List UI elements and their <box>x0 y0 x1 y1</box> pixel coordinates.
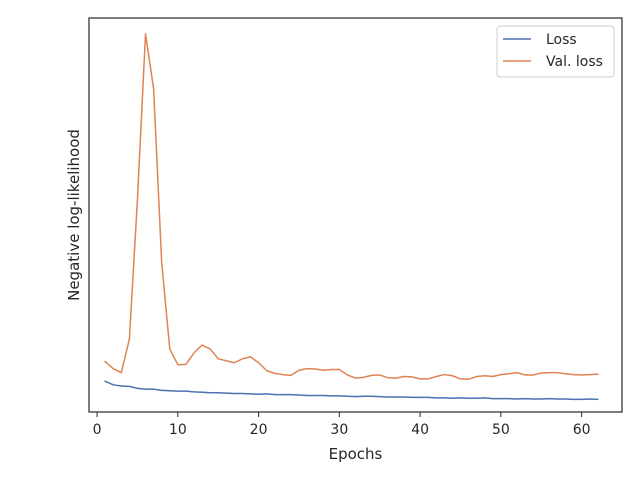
plot-background <box>89 18 622 412</box>
series-line-loss <box>104 380 599 401</box>
x-tick-label: 20 <box>250 422 268 438</box>
x-tick-label: 40 <box>411 422 429 438</box>
x-axis: 0 10 20 30 40 50 60 <box>93 412 591 438</box>
legend: Loss Val. loss <box>496 25 615 78</box>
series-lines <box>104 33 599 401</box>
x-tick-label: 30 <box>330 422 348 438</box>
x-tick-label: 0 <box>93 422 102 438</box>
x-tick-label: 50 <box>492 422 510 438</box>
plot-frame <box>88 17 623 413</box>
series-line-val-loss <box>104 33 599 381</box>
x-tick-label: 60 <box>573 422 591 438</box>
legend-label-val-loss: Val. loss <box>546 54 603 70</box>
y-axis-label: Negative log-likelihood <box>65 129 83 301</box>
legend-label-loss: Loss <box>546 32 577 48</box>
x-tick-label: 10 <box>169 422 187 438</box>
x-axis-label: Epochs <box>329 445 383 463</box>
